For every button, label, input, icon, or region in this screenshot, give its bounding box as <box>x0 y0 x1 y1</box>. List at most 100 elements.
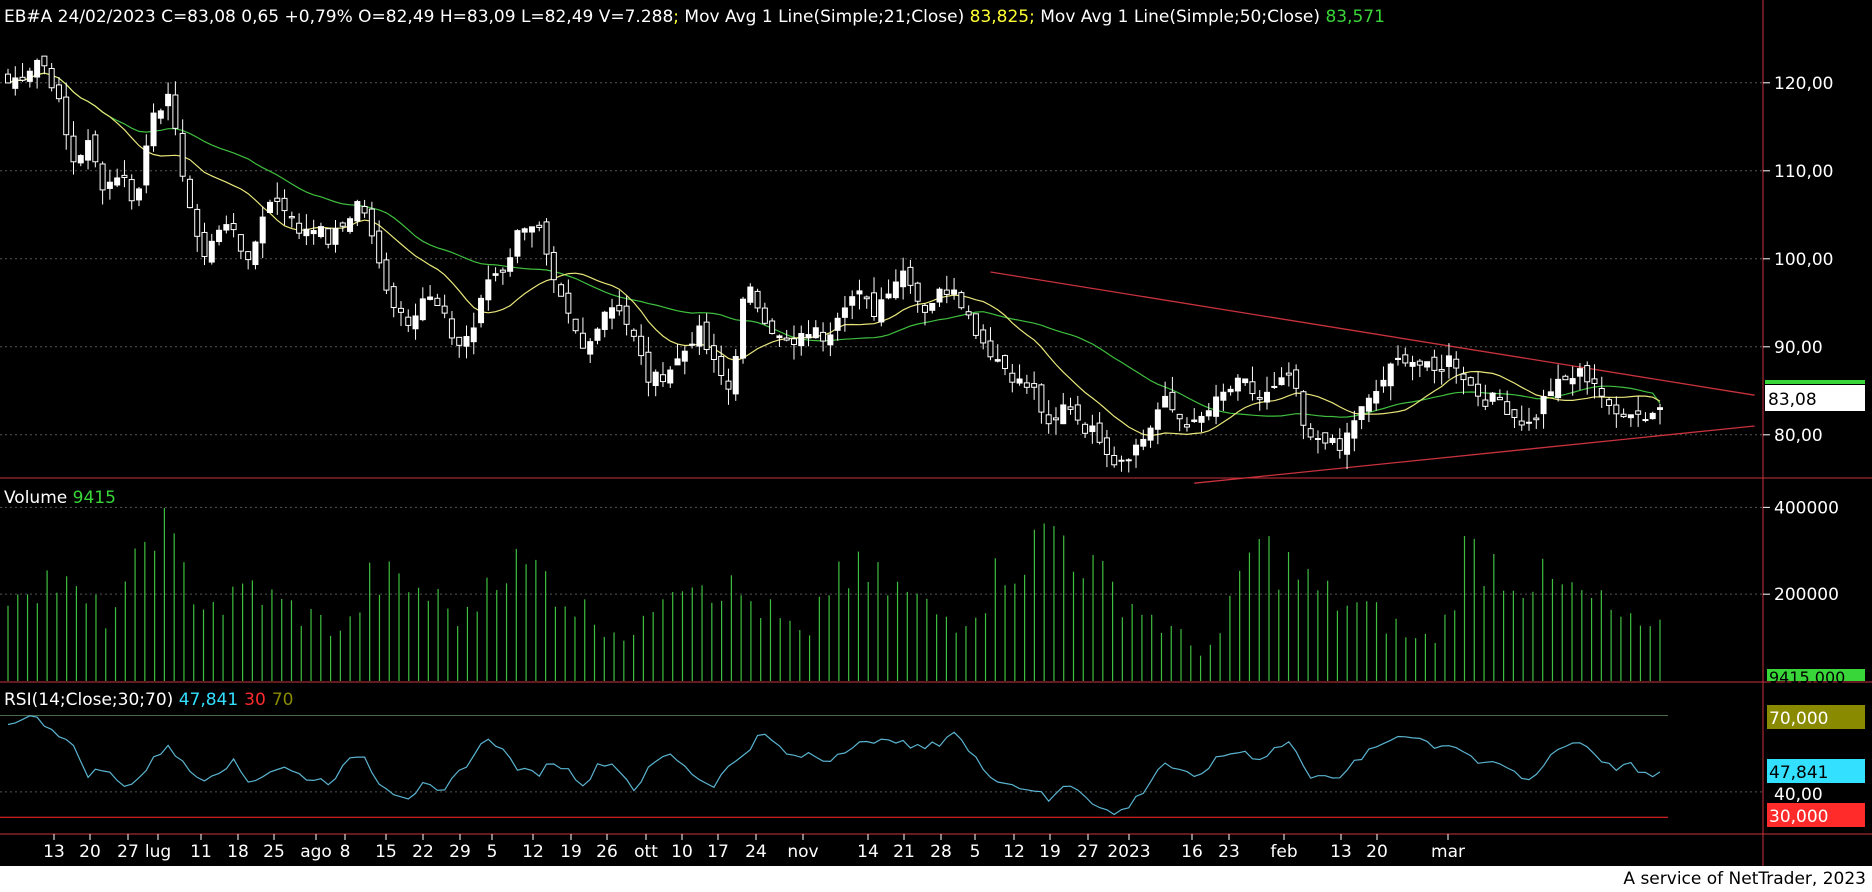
rsi-axis[interactable]: 40,00 <box>1774 785 1823 805</box>
candle-body <box>354 201 361 222</box>
candle-body <box>106 181 113 189</box>
candle-body <box>630 329 637 337</box>
rsi-line-group <box>7 715 1661 816</box>
candle-body <box>274 197 281 202</box>
price-badge: 83,08 <box>1765 380 1865 411</box>
candle-body <box>732 356 739 395</box>
candle-body <box>1598 387 1605 397</box>
time-tick-label: 20 <box>1366 842 1388 862</box>
candle-body <box>1351 420 1358 439</box>
candle-body <box>805 334 812 339</box>
candle-body <box>718 355 725 376</box>
candle-body <box>281 197 288 212</box>
time-tick-label: 12 <box>522 842 544 862</box>
candle-body <box>1518 420 1525 426</box>
candle-body <box>1555 378 1562 399</box>
candle-body <box>230 223 237 231</box>
candle-body <box>769 320 776 334</box>
candle-body <box>1467 377 1474 386</box>
candle-body <box>667 369 674 384</box>
trendlines[interactable] <box>990 271 1755 484</box>
candle-body <box>1576 368 1583 377</box>
candle-body <box>1373 391 1380 404</box>
candle-body <box>1213 396 1220 417</box>
candle-body <box>1023 382 1030 388</box>
time-axis[interactable]: 13 20 27 lug 11 18 25 ago 8 15 22 29 5 12 19 26 ott 10 17 2… <box>43 834 1465 862</box>
candle-body <box>135 188 142 201</box>
candle-body <box>528 226 535 233</box>
rsi-header-value: 47,841 <box>179 690 238 710</box>
footer-credit: A service of NetTrader, 2023 <box>1623 869 1866 888</box>
time-tick-label: ott <box>634 842 658 862</box>
price-header: EB#A 24/02/2023 C=83,08 0,65 +0,79% O=82… <box>4 7 1385 27</box>
candle-body <box>128 179 135 202</box>
candle-body <box>1220 391 1227 401</box>
price-axis[interactable]: 80,00 90,00 100,00 110,00 120,00 <box>1763 74 1833 446</box>
candle-body <box>441 305 448 314</box>
candle-body <box>594 328 601 341</box>
candle-body <box>1300 391 1307 426</box>
candle-body <box>689 343 696 346</box>
candle-body <box>1038 384 1045 413</box>
candle-body <box>1511 409 1518 418</box>
candle-body <box>1045 414 1052 425</box>
time-tick-label: 19 <box>560 842 582 862</box>
candle-body <box>725 380 732 390</box>
candle-body <box>921 304 928 313</box>
time-tick-label: 27 <box>117 842 139 862</box>
ma21-line <box>7 72 1661 437</box>
time-tick-label: 5 <box>487 842 498 862</box>
time-tick-label: 24 <box>745 842 767 862</box>
volume-pane[interactable]: 200000 400000 <box>7 498 1839 681</box>
ma50-line <box>7 72 1661 418</box>
candle-body <box>1358 406 1365 421</box>
resistance-trendline[interactable] <box>990 271 1755 396</box>
price-header-sep1: ; <box>673 7 679 27</box>
candle-body <box>1431 356 1438 371</box>
candle-body <box>638 335 645 357</box>
price-pane[interactable]: 80,00 90,00 100,00 110,00 120,00 <box>5 55 1834 484</box>
candle-body <box>674 358 681 366</box>
volume-badge-text: 9415,000 <box>1769 668 1845 687</box>
candle-body <box>827 334 834 346</box>
volume-axis[interactable]: 200000 400000 <box>1763 498 1839 605</box>
candle-body <box>347 218 354 232</box>
candle-body <box>929 302 936 311</box>
time-tick-label: 27 <box>1077 842 1099 862</box>
candle-body <box>587 341 594 355</box>
time-tick-label: 13 <box>1330 842 1352 862</box>
candle-body <box>907 266 914 286</box>
candle-body <box>1256 397 1263 400</box>
candle-body <box>1067 406 1074 410</box>
rsi-header-label: RSI(14;Close;30;70) <box>4 690 179 710</box>
ma50-legend-value: 83,571 <box>1325 7 1384 27</box>
candle-body <box>1482 399 1489 407</box>
candle-body <box>223 224 230 231</box>
rsi-header: RSI(14;Close;30;70) 47,841 30 70 <box>4 690 293 710</box>
rsi-pane[interactable]: 40,00 <box>0 714 1823 818</box>
candle-body <box>1183 424 1190 428</box>
price-tick-label: 100,00 <box>1774 250 1833 270</box>
candle-body <box>616 304 623 312</box>
candle-body <box>521 228 528 233</box>
support-trendline[interactable] <box>1194 425 1755 484</box>
candle-body <box>1613 404 1620 415</box>
candle-body <box>681 350 688 362</box>
candle-body <box>1205 410 1212 417</box>
candle-body <box>1569 378 1576 385</box>
time-tick-label: mar <box>1431 842 1465 862</box>
candle-body <box>1387 363 1394 387</box>
candle-body <box>834 317 841 331</box>
candle-body <box>1395 357 1402 361</box>
price-tick-label: 80,00 <box>1774 426 1823 446</box>
candle-body <box>1496 396 1503 401</box>
candle-body <box>987 340 994 358</box>
candle-body <box>310 230 317 235</box>
price-header-sep2: ; <box>1029 7 1035 27</box>
candle-body <box>1489 392 1496 402</box>
candle-body <box>1526 421 1533 424</box>
volume-tick-label: 400000 <box>1774 498 1839 518</box>
volume-header-value: 9415 <box>73 488 116 508</box>
rsi-value-badge-text: 47,841 <box>1769 763 1828 783</box>
footer-bar <box>0 866 1872 888</box>
